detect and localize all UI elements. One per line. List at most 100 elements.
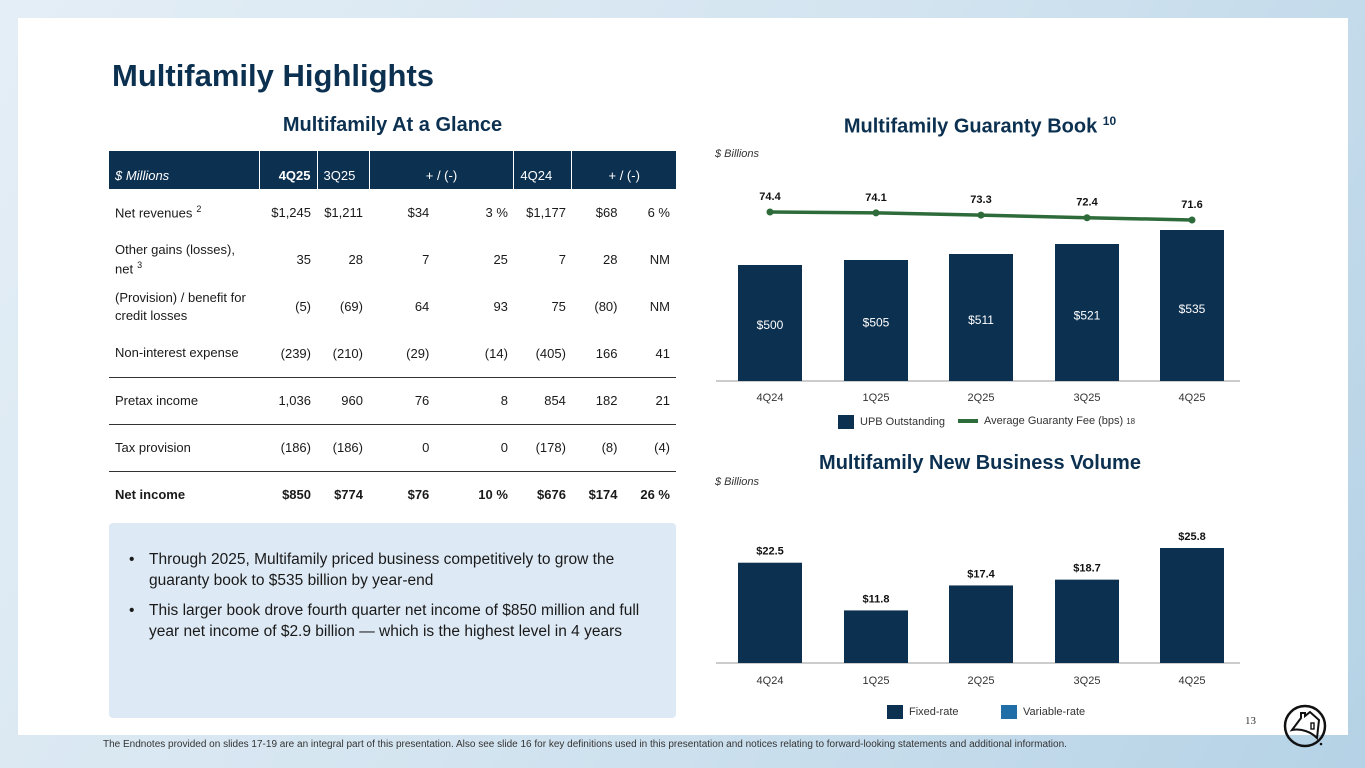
- unit-label: $ Billions: [715, 148, 760, 160]
- table-cell: $174: [571, 470, 624, 518]
- legend-swatch: [838, 415, 854, 429]
- table-cell: 7: [558, 252, 566, 267]
- legend-label: Average Guaranty Fee (bps): [984, 415, 1124, 427]
- bar-label: $505: [863, 316, 890, 330]
- bar-fixed-rate: [1160, 548, 1224, 663]
- table-cell: $676: [513, 470, 572, 518]
- row-label: (Provision) / benefit for credit losses: [109, 283, 259, 330]
- bar-label: $511: [968, 313, 994, 327]
- table-cell: 182: [571, 376, 624, 424]
- table-row: Non-interest expense (239) (210) (29) (14) (4…: [109, 330, 676, 377]
- table-cell: $76: [369, 470, 436, 518]
- row-label: Pretax income: [109, 376, 259, 424]
- table-cell: 960: [317, 376, 369, 424]
- table-cell: 166: [595, 345, 618, 361]
- col-header: 4Q25: [258, 151, 317, 189]
- table-cell: 0: [369, 423, 436, 471]
- row-label-text: Net revenues: [115, 205, 193, 221]
- fee-label: 74.1: [865, 192, 886, 204]
- x-tick-label: 3Q25: [1074, 675, 1101, 687]
- x-tick-label: 4Q25: [1179, 675, 1206, 687]
- x-tick-label: 4Q24: [757, 392, 784, 404]
- x-tick-label: 2Q25: [968, 675, 995, 687]
- fee-point: [1188, 216, 1196, 224]
- footnote-ref: 10: [1102, 114, 1117, 128]
- bar-label: $500: [757, 318, 784, 332]
- x-tick-label: 1Q25: [863, 675, 890, 687]
- footnote-ref: 18: [1126, 416, 1136, 426]
- legend-label: Fixed-rate: [909, 706, 959, 718]
- row-label-text: Net income: [115, 486, 186, 502]
- x-tick-label: 4Q25: [1179, 392, 1206, 404]
- table-row: Other gains (losses), net 3 35 28 7 25 7 28 NM: [109, 236, 676, 283]
- col-header: + / (-): [571, 151, 676, 189]
- table-cell: (178): [513, 423, 572, 471]
- table-cell: 0: [435, 423, 514, 471]
- table-cell: $774: [317, 470, 369, 518]
- table-row: (Provision) / benefit for credit losses (…: [109, 283, 676, 330]
- table-cell: 6 %: [647, 205, 670, 220]
- fee-point: [766, 208, 774, 216]
- table-cell: (186): [259, 423, 317, 471]
- table-cell: $1,177: [526, 205, 566, 220]
- table-header: $ Millions 4Q25 3Q25 + / (-) 4Q24 + / (-…: [109, 151, 676, 189]
- col-header: 4Q24: [513, 151, 572, 189]
- row-label-text: (Provision) / benefit for credit losses: [115, 289, 246, 323]
- table-cell: 8: [435, 376, 514, 424]
- legend-swatch: [887, 705, 903, 719]
- row-label-text: Tax provision: [115, 439, 191, 455]
- bar-upb: [1055, 244, 1119, 381]
- page-number: 13: [1245, 715, 1256, 727]
- table-cell: 75: [551, 299, 566, 314]
- legend-fee: Average Guaranty Fee (bps) 18: [958, 415, 1135, 427]
- x-tick-label: 3Q25: [1074, 392, 1101, 404]
- fee-point: [977, 211, 985, 219]
- row-label: Non-interest expense: [109, 330, 259, 377]
- house-logo-icon: [1283, 704, 1327, 748]
- table-cell: (69): [339, 299, 363, 314]
- bar-label: $17.4: [967, 568, 995, 580]
- table-cell: $68: [595, 205, 618, 220]
- legend-label: UPB Outstanding: [860, 416, 945, 428]
- bar-upb: [738, 265, 802, 381]
- table-cell: 64: [414, 299, 430, 314]
- col-header: 3Q25: [316, 151, 369, 189]
- col-header: + / (-): [368, 151, 514, 189]
- table-cell: 1,036: [259, 376, 317, 424]
- row-label: Net income: [109, 470, 259, 518]
- table-cell: $850: [259, 470, 317, 518]
- fee-label: 73.3: [970, 194, 991, 206]
- summary-box: Through 2025, Multifamily priced busines…: [109, 523, 676, 718]
- fee-point: [872, 209, 880, 217]
- bar-label: $25.8: [1178, 531, 1206, 543]
- table-cell: (14): [484, 345, 508, 361]
- fee-label: 71.6: [1181, 199, 1202, 211]
- bar-fixed-rate: [738, 562, 802, 663]
- footer-disclaimer: The Endnotes provided on slides 17-19 ar…: [103, 739, 1067, 750]
- table-cell: (186): [317, 423, 369, 471]
- legend-variable: Variable-rate: [1001, 705, 1085, 719]
- unit-label: $ Billions: [715, 476, 760, 488]
- bar-label: $18.7: [1073, 563, 1101, 575]
- table-cell: NM: [649, 299, 670, 314]
- bar-upb: [844, 260, 908, 381]
- fee-label: 74.4: [759, 191, 781, 203]
- table-cell: 93: [493, 299, 508, 314]
- nbv-heading: Multifamily New Business Volume: [819, 452, 1141, 474]
- bar-label: $22.5: [756, 546, 784, 558]
- table-cell: (80): [594, 299, 618, 314]
- bar-upb: [949, 254, 1013, 381]
- table-cell: (239): [280, 345, 311, 361]
- bar-label: $521: [1074, 308, 1101, 322]
- bar-fixed-rate: [1055, 579, 1119, 663]
- table-cell: 41: [655, 345, 670, 361]
- table-cell: (405): [535, 345, 566, 361]
- table-cell: 76: [369, 376, 436, 424]
- glance-table: $ Millions 4Q25 3Q25 + / (-) 4Q24 + / (-…: [109, 151, 676, 518]
- table-cell: 35: [296, 252, 311, 267]
- row-label: Tax provision: [109, 423, 259, 471]
- bar-fixed-rate: [949, 585, 1013, 663]
- table-row: Pretax income 1,036 960 76 8 854 182 21: [109, 376, 676, 424]
- x-tick-label: 2Q25: [968, 392, 995, 404]
- legend-upb: UPB Outstanding: [838, 415, 945, 429]
